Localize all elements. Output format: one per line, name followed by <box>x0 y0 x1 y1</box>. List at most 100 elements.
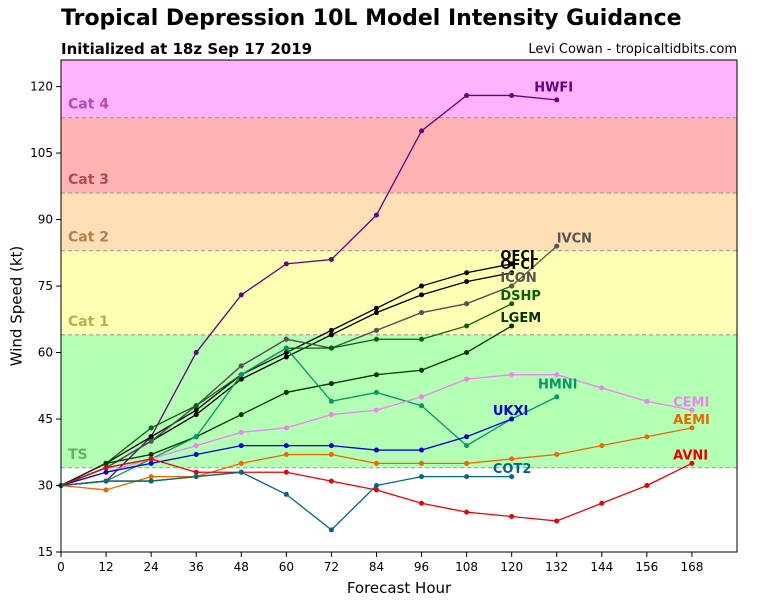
series-label-aemi: AEMI <box>673 413 710 428</box>
data-point-hmni <box>193 434 199 440</box>
x-tick-label: 0 <box>57 560 65 574</box>
band-cat-1 <box>61 250 737 335</box>
series-label-cot2: COT2 <box>493 462 532 477</box>
category-bands <box>61 60 737 469</box>
data-point-cemi <box>509 372 515 378</box>
data-point-aemi <box>238 460 244 466</box>
data-point-avni <box>509 514 515 520</box>
chart-subtitle: Initialized at 18z Sep 17 2019 <box>61 40 313 58</box>
data-point-hwfi <box>419 128 425 134</box>
data-point-lgem <box>103 460 109 466</box>
data-point-ofcl <box>193 407 199 413</box>
data-point-aemi <box>283 451 289 457</box>
data-point-ukxi <box>509 416 515 422</box>
x-tick-label: 132 <box>545 560 568 574</box>
data-point-cemi <box>193 443 199 449</box>
data-point-hwfi <box>373 212 379 218</box>
data-point-aemi <box>554 451 560 457</box>
data-point-hmni <box>464 443 470 449</box>
data-point-lgem <box>419 367 425 373</box>
series-label-lgem: LGEM <box>500 311 541 326</box>
data-point-dshp <box>193 403 199 409</box>
data-point-hwfi <box>283 261 289 267</box>
series-label-dshp: DSHP <box>500 289 541 304</box>
data-point-cemi <box>644 398 650 404</box>
data-point-avni <box>328 478 334 484</box>
data-point-cemi <box>373 407 379 413</box>
data-point-lgem <box>238 412 244 418</box>
band-label: Cat 4 <box>68 97 109 113</box>
y-tick-label: 15 <box>38 545 53 559</box>
data-point-aemi <box>103 487 109 493</box>
data-point-ofcl <box>148 434 154 440</box>
plot-frame <box>60 59 738 553</box>
data-point-avni <box>103 465 109 471</box>
data-point-ukxi <box>283 443 289 449</box>
x-tick-label: 12 <box>98 560 113 574</box>
data-point-ukxi <box>238 443 244 449</box>
x-axis: 0 12 24 36 48 60 72 84 96 108 120 132 144 156 168 <box>57 552 703 574</box>
data-point-icon <box>373 327 379 333</box>
data-point-aemi <box>599 443 605 449</box>
data-point-cemi <box>689 407 695 413</box>
data-point-aemi <box>644 434 650 440</box>
y-tick-label: 120 <box>30 80 53 94</box>
series-label-ivcn: IVCN <box>557 231 592 246</box>
data-point-ofcl <box>509 261 515 267</box>
x-tick-label: 84 <box>369 560 384 574</box>
band-cat-4 <box>61 60 737 118</box>
data-point-avni <box>283 469 289 475</box>
data-point-ukxi <box>103 469 109 475</box>
data-point-hmni <box>419 403 425 409</box>
data-point-aemi <box>373 460 379 466</box>
data-point-icon <box>283 336 289 342</box>
data-point-aemi <box>148 474 154 480</box>
data-point-ukxi <box>148 460 154 466</box>
data-point-icon <box>419 310 425 316</box>
data-point-ofci <box>419 292 425 298</box>
data-point-ofci <box>193 412 199 418</box>
data-point-ukxi <box>464 434 470 440</box>
data-point-cemi <box>464 376 470 382</box>
data-point-dshp <box>328 345 334 351</box>
series-label-cemi: CEMI <box>673 395 709 410</box>
data-point-ukxi <box>328 443 334 449</box>
x-tick-label: 48 <box>234 560 249 574</box>
data-point-hwfi <box>554 97 560 103</box>
data-point-hwfi <box>328 256 334 262</box>
x-tick-label: 144 <box>590 560 613 574</box>
data-point-icon <box>148 438 154 444</box>
x-tick-label: 72 <box>324 560 339 574</box>
x-tick-label: 156 <box>635 560 658 574</box>
data-point-ofci <box>328 332 334 338</box>
data-point-dshp <box>464 323 470 329</box>
data-point-cot2 <box>464 474 470 480</box>
data-point-cemi <box>283 425 289 431</box>
data-point-hwfi <box>238 292 244 298</box>
data-point-cemi <box>238 429 244 435</box>
data-point-ukxi <box>373 447 379 453</box>
data-point-icon <box>238 363 244 369</box>
data-point-lgem <box>283 389 289 395</box>
x-tick-label: 60 <box>279 560 294 574</box>
x-tick-label: 108 <box>455 560 478 574</box>
data-point-cot2 <box>419 474 425 480</box>
y-tick-label: 45 <box>38 412 53 426</box>
data-point-hmni <box>283 345 289 351</box>
data-point-dshp <box>509 301 515 307</box>
data-point-lgem <box>373 372 379 378</box>
y-axis: 15 30 45 60 75 90 105 120 <box>30 80 61 559</box>
data-point-dshp <box>148 425 154 431</box>
data-point-avni <box>554 518 560 524</box>
band-cat-2 <box>61 192 737 251</box>
data-point-series-13 <box>148 478 154 484</box>
data-point-icon <box>509 283 515 289</box>
series-label-hwfi: HWFI <box>534 81 573 96</box>
chart-credit: Levi Cowan - tropicaltidbits.com <box>528 42 737 57</box>
series-label-hmni: HMNI <box>538 378 578 393</box>
data-point-cemi <box>554 372 560 378</box>
data-point-ofci <box>464 279 470 285</box>
series-line-hmni <box>60 347 558 487</box>
data-point-ofcl <box>283 350 289 356</box>
